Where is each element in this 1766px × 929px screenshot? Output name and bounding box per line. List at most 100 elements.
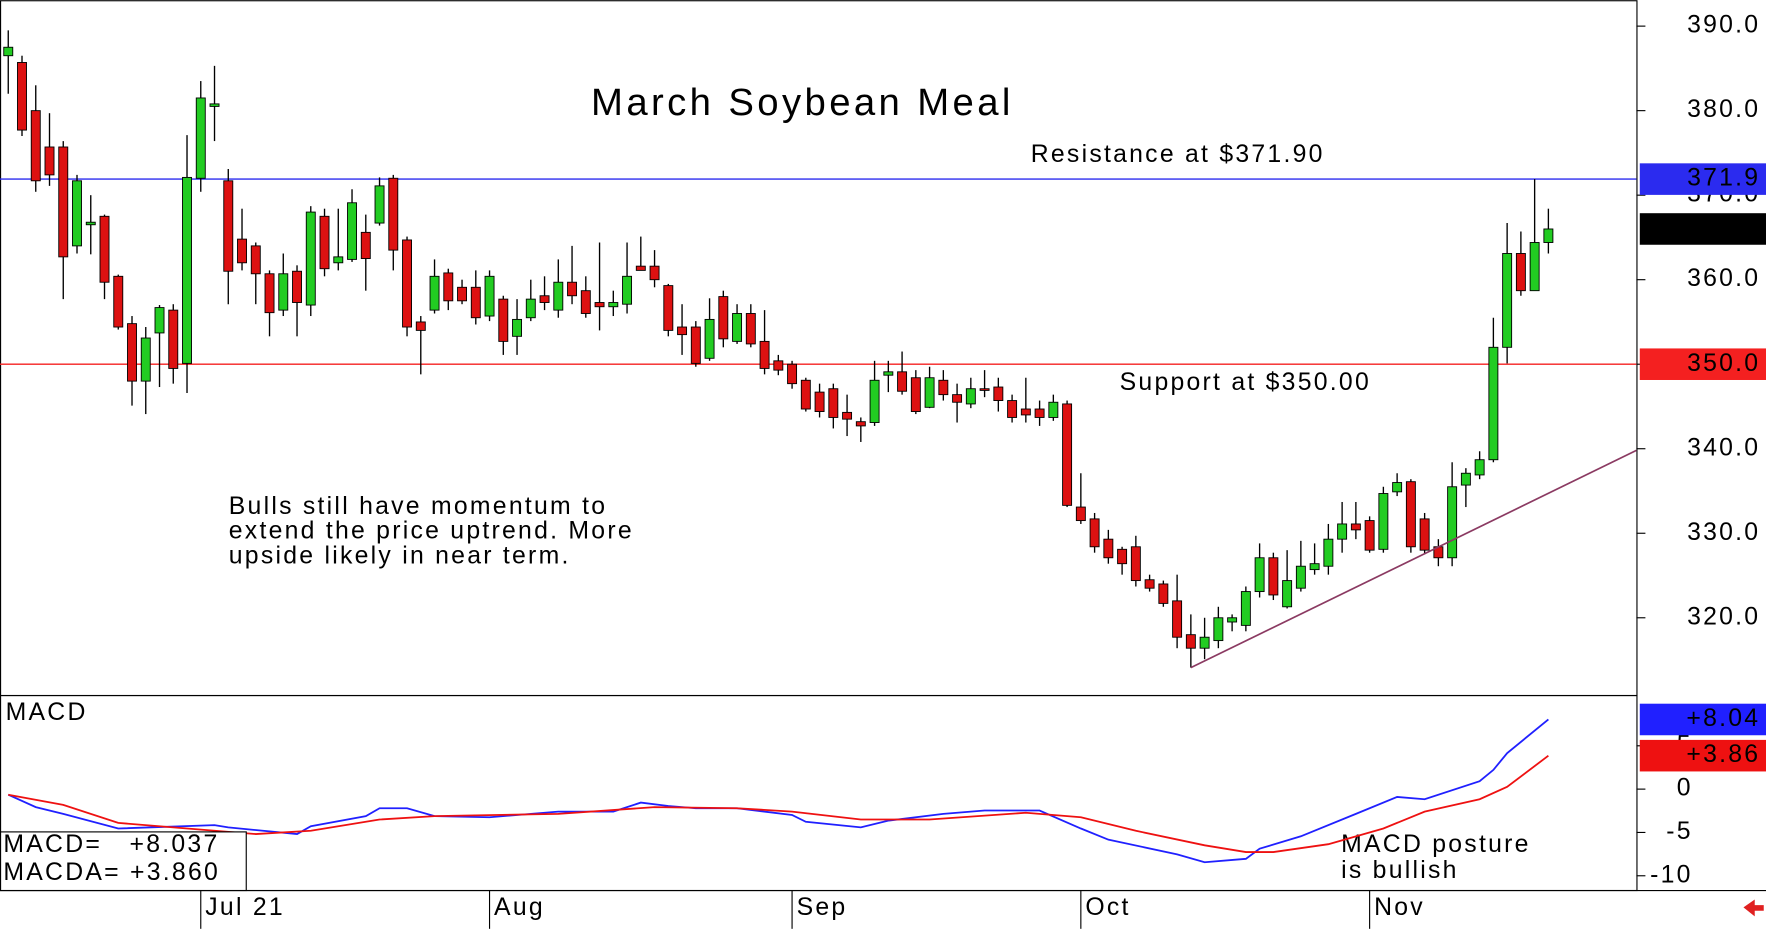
x-tick-label: Oct [1085, 894, 1130, 921]
candle-body [938, 379, 949, 396]
candle-body [759, 340, 770, 369]
candle-body [1213, 617, 1224, 642]
candle-body [1460, 472, 1471, 486]
candle-body [1089, 518, 1100, 548]
candle-body [732, 313, 743, 342]
candle-body [1515, 253, 1526, 292]
y-tick-label: 360.0 [1687, 265, 1760, 292]
candle-body [182, 176, 192, 364]
close-badge [1639, 213, 1766, 245]
candle-body [855, 421, 866, 427]
candle-body [1295, 565, 1306, 589]
candle-body [402, 239, 412, 328]
candle-body [635, 265, 646, 271]
candle-body [1309, 563, 1320, 571]
candle-body [223, 180, 234, 272]
candle-body [85, 221, 96, 226]
candle-body [869, 379, 880, 423]
candle-body [704, 318, 715, 359]
readout-box [0, 831, 247, 892]
candle-body [539, 295, 550, 303]
candle-body [250, 245, 261, 275]
candle-body [99, 215, 110, 283]
candle-body [690, 326, 701, 364]
candle-body [1378, 493, 1389, 550]
level-badge-label: 350.0 [1687, 350, 1760, 377]
candle-body [828, 388, 839, 418]
note: upside likely in near term. [229, 542, 571, 569]
candle-body [1048, 401, 1059, 418]
level-annotation: Support at $350.00 [1120, 369, 1371, 396]
candle-body [1364, 520, 1375, 551]
candle-body [553, 281, 564, 311]
candle-body [594, 302, 605, 308]
candle-body [3, 46, 14, 57]
candle-body [264, 273, 275, 314]
candle-body [1034, 408, 1045, 418]
candle-body [72, 180, 82, 247]
note: extend the price uptrend. More [229, 518, 634, 545]
candle-body [429, 275, 440, 311]
candle-body [1103, 538, 1114, 559]
candle-body [470, 286, 481, 319]
macd-label: MACD [6, 699, 88, 726]
candle-body [718, 296, 729, 340]
candle-body [622, 275, 633, 305]
candle-body [924, 377, 935, 408]
y-tick-label: 330.0 [1687, 519, 1760, 546]
candle-body [663, 285, 674, 331]
candle-body [979, 388, 990, 391]
scroll-arrow[interactable] [1743, 899, 1764, 917]
candle-body [1543, 228, 1554, 243]
candle-body [580, 290, 591, 314]
x-tick-label: Nov [1374, 894, 1425, 921]
candle-body [525, 298, 536, 319]
candle-body [512, 318, 523, 337]
candle-body [195, 97, 206, 179]
candle-body [1488, 346, 1499, 461]
macd-line [7, 718, 1549, 864]
macd-badge-label: +3.86 [1686, 741, 1760, 768]
candle-body [608, 302, 619, 308]
x-tick-label: Sep [797, 894, 848, 921]
candle-body [677, 326, 688, 336]
candle-body [1323, 538, 1334, 567]
candle-body [140, 337, 151, 382]
candle-body [1254, 557, 1265, 593]
candle-body [1337, 523, 1348, 540]
candle-body [1268, 557, 1279, 596]
candle-body [773, 360, 784, 371]
candle-body [800, 379, 811, 410]
candle-body [1130, 546, 1141, 582]
candle-body [443, 272, 454, 302]
candle-body [897, 371, 908, 392]
candle-body [457, 286, 467, 302]
level-annotation: Resistance at $371.90 [1031, 141, 1325, 168]
candle-body [498, 298, 509, 342]
y-tick-label: -5 [1666, 818, 1693, 845]
candle-body [127, 323, 137, 382]
macd-badge [1639, 739, 1766, 772]
candle-body [154, 307, 165, 334]
macd-line [8, 754, 1549, 853]
candle-body [1117, 548, 1128, 565]
candle-body [292, 270, 302, 303]
candle-body [787, 363, 798, 385]
candle-body [1282, 580, 1293, 608]
candle-body [374, 185, 385, 224]
macd-badge-label: +8.04 [1686, 705, 1760, 732]
macd-note: MACD posture [1341, 831, 1531, 858]
candle-body [814, 391, 825, 412]
candle-body [1020, 408, 1031, 416]
candle-body [168, 309, 179, 369]
candle-body [360, 231, 371, 260]
candle-body [965, 388, 976, 405]
candle-body [1405, 481, 1416, 548]
candle-body [910, 377, 921, 412]
candle-body [30, 110, 41, 182]
candle-body [1447, 486, 1458, 559]
y-tick-label: 340.0 [1687, 434, 1760, 461]
y-tick-label: 0 [1677, 775, 1693, 802]
